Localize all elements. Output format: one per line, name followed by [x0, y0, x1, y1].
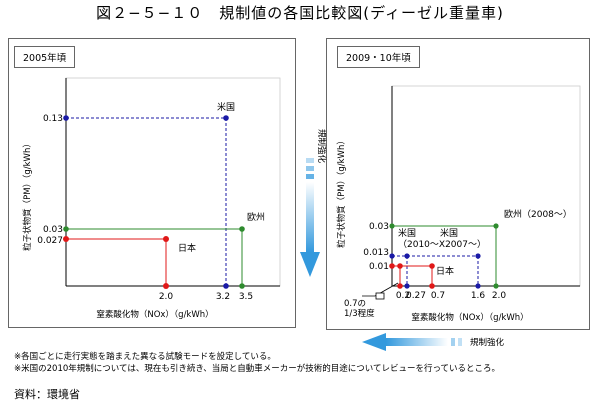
- vertical-strengthen-arrow: 規制強化: [300, 129, 327, 277]
- y-tick-label-2009: 0.013: [363, 248, 389, 258]
- arrow-fade-block: [306, 166, 314, 171]
- arrow-head-down: [300, 252, 320, 277]
- x-tick-label-2009: 0.2: [396, 291, 410, 301]
- x-tick-label-2009: 0.7: [431, 291, 445, 301]
- plot-area-2009-10: [391, 85, 581, 287]
- us2010-x-marker: [404, 283, 410, 289]
- us2010-point: [404, 253, 410, 259]
- x-tick-label-2005: 2.0: [159, 292, 174, 302]
- eu-label-2005: 欧州: [247, 211, 265, 223]
- x-tick-label-2005: 3.2: [216, 292, 230, 302]
- us-label-2005: 米国: [217, 101, 235, 113]
- us2007-point: [475, 253, 481, 259]
- jp-y-marker-2005: [63, 236, 69, 242]
- arrow-shaft: [306, 182, 314, 252]
- us-point-2005: [223, 115, 229, 121]
- x-tick-label-2009: 2.0: [492, 291, 507, 301]
- arrow-shaft-h: [386, 338, 448, 346]
- x-tick-label-2005: 3.5: [239, 292, 253, 302]
- callout-pointer: [362, 282, 399, 297]
- y-axis-title-2005: 粒子状物質（PM）（g/kWh）: [22, 139, 33, 251]
- jp-third-x-marker: [397, 283, 403, 289]
- eu-label-2009: 欧州（2008〜）: [504, 208, 572, 220]
- callout-text-1: 0.7の: [344, 299, 366, 309]
- eu-point-2009: [493, 223, 499, 229]
- period-label-2005: 2005年頃: [14, 46, 76, 68]
- y-tick-label-2009: 0.01: [369, 262, 389, 272]
- horizontal-strengthen-arrow: 規制強化: [362, 333, 505, 351]
- us-x-marker-2005: [223, 283, 229, 289]
- x-axis-title-2005: 窒素酸化物（NOx）（g/kWh）: [96, 309, 213, 320]
- chart-2009-10: 欧州（2008〜） 米国 米国 （2010〜X2007〜） 日本 0.03 0.…: [336, 85, 581, 323]
- period-label-2009-10: 2009・10年頃: [337, 46, 420, 68]
- y-tick-label-2005: 0.027: [37, 236, 63, 246]
- figure-title: 図２−５−１０ 規制値の各国比較図(ディーゼル重量車): [96, 4, 504, 22]
- jp-label-2005: 日本: [178, 242, 196, 254]
- jp-third-point: [397, 263, 403, 269]
- us-y-marker-2005: [63, 115, 69, 121]
- eu-y-marker-2005: [63, 226, 69, 232]
- arrow-fade-block-h: [458, 338, 462, 346]
- jp-point-2009: [429, 263, 435, 269]
- arrow-fade-block: [306, 158, 314, 163]
- callout-marker: [375, 292, 385, 300]
- source-note: 資料：環境省: [14, 388, 80, 401]
- y-tick-label-2009: 0.03: [369, 222, 389, 232]
- us2010-label: 米国: [398, 227, 416, 239]
- us-y-marker-2009: [389, 253, 395, 259]
- y-axis-title-2009-10: 粒子状物質（PM）（g/kWh）: [336, 136, 347, 248]
- arrow-fade-block-h: [451, 338, 455, 346]
- plot-area-2005: [65, 77, 281, 287]
- jp-y-marker-2009: [389, 263, 395, 269]
- strengthen-label-horizontal: 規制強化: [470, 337, 505, 348]
- us-period-label: （2010〜X2007〜）: [398, 239, 486, 250]
- jp-x-marker-2009: [429, 283, 435, 289]
- strengthen-label-vertical: 規制強化: [316, 129, 327, 164]
- eu-x-marker-2005: [239, 283, 245, 289]
- eu-x-marker-2009: [493, 283, 499, 289]
- eu-y-marker-2009: [389, 223, 395, 229]
- x-tick-label-2009: 0.27: [406, 291, 426, 301]
- arrow-head-left: [362, 333, 386, 351]
- eu-point-2005: [239, 226, 245, 232]
- arrow-fade-block: [306, 174, 314, 179]
- jp-x-marker-2005: [163, 283, 169, 289]
- callout-text-2: 1/3程度: [344, 308, 375, 319]
- y-tick-label-2005: 0.03: [43, 225, 63, 235]
- jp-point-2005: [163, 236, 169, 242]
- x-axis-title-2009-10: 窒素酸化物（NOx）（g/kWh）: [411, 312, 528, 323]
- footnote-1: ※各国ごとに走行実態を踏まえた異なる試験モードを設定している。: [14, 352, 276, 362]
- jp-label-2009: 日本: [436, 265, 454, 277]
- x-tick-label-2009: 1.6: [471, 291, 486, 301]
- y-tick-label-2005: 0.13: [43, 114, 63, 124]
- footnote-2: ※米国の2010年規制については、現在も引き続き、当局と自動車メーカーが技術的目…: [14, 364, 501, 374]
- us2007-label: 米国: [440, 227, 458, 239]
- chart-2005: 米国 欧州 日本 0.13 0.03 0.027 2.0 3.2 3.5 窒素酸…: [22, 77, 281, 320]
- us2007-x-marker: [475, 283, 481, 289]
